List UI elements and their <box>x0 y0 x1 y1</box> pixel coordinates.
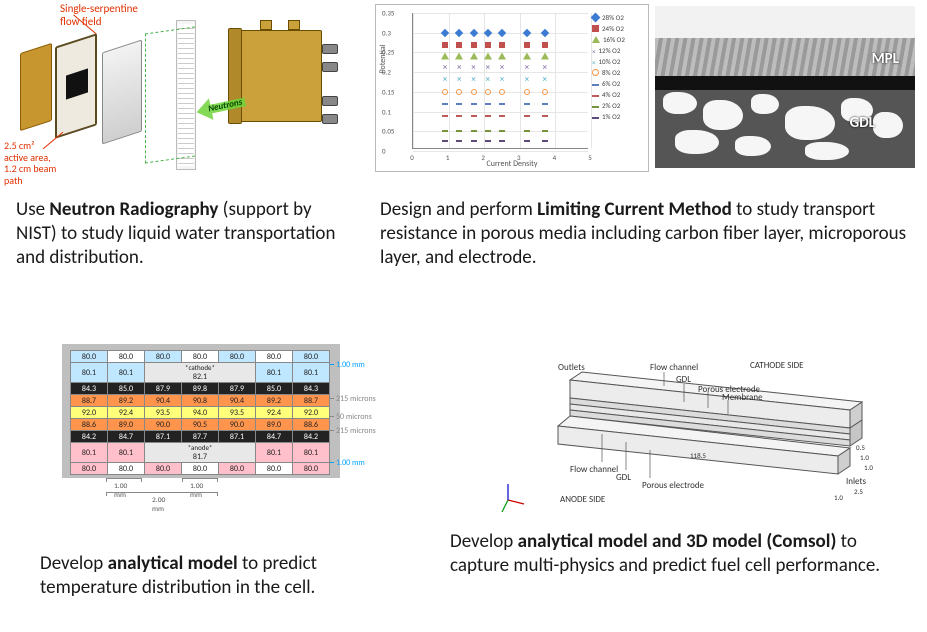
plate-silver <box>102 40 142 145</box>
q2-caption-bold: Limiting Current Method <box>537 198 732 221</box>
sem-blob <box>703 100 743 130</box>
sem-gdl-label: GDL <box>850 114 875 132</box>
active-area-label: 2.5 cm² active area, 1.2 cm beam path <box>4 140 56 186</box>
q4-caption-pre: Develop <box>450 530 518 553</box>
sem-micrograph: MPL GDL <box>655 6 915 168</box>
isometric-svg: Outlets CATHODE SIDE Flow channel GDL Po… <box>450 350 890 522</box>
bottom-dimensions: 1.00mm1.00mm2.00mm <box>70 478 330 508</box>
flow-field-label: Single-serpentine flow field <box>60 2 138 28</box>
lbl-flow-channel-top: Flow channel <box>650 362 698 373</box>
top-port-1 <box>260 20 272 30</box>
q3-caption-bold: analytical model <box>108 552 238 575</box>
dim-10b: 1.0 <box>864 463 873 472</box>
dim-25: 2.5 <box>854 487 863 496</box>
chart-plot-area: ×××××××××××××× <box>412 13 588 149</box>
lbl-outlets: Outlets <box>558 362 585 373</box>
top-port-2 <box>288 20 300 30</box>
thermal-table: 80.080.080.080.080.080.080.080.180.1*cat… <box>70 350 330 475</box>
sem-blob <box>873 112 903 138</box>
lbl-gdl-bot: GDL <box>616 472 631 483</box>
q1-illustration: Single-serpentine flow field 2.5 cm² act… <box>0 0 360 190</box>
sem-blob <box>785 106 835 140</box>
dim-10a: 1.0 <box>860 453 869 462</box>
lbl-cathode-side: CATHODE SIDE <box>750 360 804 371</box>
port-1 <box>322 44 338 54</box>
q2-illustration: Potential Current Density ××××××××××××××… <box>370 0 925 190</box>
lbl-anode-side: ANODE SIDE <box>560 494 606 505</box>
dim-1185: 118.5 <box>690 451 706 460</box>
sem-blob <box>805 142 849 160</box>
port-4 <box>322 114 338 124</box>
q2-caption-pre: Design and perform <box>380 198 537 221</box>
sem-blob <box>663 92 697 114</box>
panel-limiting-current: Potential Current Density ××××××××××××××… <box>370 0 927 330</box>
manifold-block <box>230 30 322 122</box>
q3-illustration: 80.080.080.080.080.080.080.080.180.1*cat… <box>70 350 400 510</box>
lbl-inlets: Inlets <box>846 476 867 487</box>
q4-illustration: Outlets CATHODE SIDE Flow channel GDL Po… <box>450 350 890 522</box>
projection-guides <box>145 26 195 163</box>
q3-caption: Develop analytical model to predict temp… <box>40 552 370 600</box>
dim-10c: 1.0 <box>834 493 843 502</box>
q1-caption-bold: Neutron Radiography <box>49 198 218 221</box>
q1-caption-pre: Use <box>16 198 49 221</box>
scatter-chart: Potential Current Density ××××××××××××××… <box>375 4 649 172</box>
plate-gold-left <box>20 43 52 131</box>
chart-legend: 28% O224% O216% O2×12% O2×10% O28% O26% … <box>592 13 644 123</box>
q4-caption-bold: analytical model and 3D model (Comsol) <box>518 530 837 553</box>
port-3 <box>322 96 338 106</box>
dim-05: 0.5 <box>856 443 865 452</box>
lbl-flow-channel-bot: Flow channel <box>570 464 618 475</box>
sem-blob <box>751 94 779 114</box>
panel-neutron-radiography: Single-serpentine flow field 2.5 cm² act… <box>0 0 370 330</box>
sem-blob <box>735 136 771 156</box>
port-2 <box>322 62 338 72</box>
chart-xlabel: Current Density <box>376 159 648 169</box>
lbl-gdl-top: GDL <box>676 374 691 385</box>
lbl-porous-bot: Porous electrode <box>642 480 705 491</box>
panel-3d-model: Outlets CATHODE SIDE Flow channel GDL Po… <box>450 350 920 632</box>
sem-mpl-label: MPL <box>872 50 899 68</box>
sem-blob <box>675 130 719 154</box>
lbl-membrane: Membrane <box>722 392 763 403</box>
q3-caption-pre: Develop <box>40 552 108 575</box>
q1-caption: Use Neutron Radiography (support by NIST… <box>16 198 346 269</box>
panel-thermal-model: 80.080.080.080.080.080.080.080.180.1*cat… <box>40 350 440 632</box>
q2-caption: Design and perform Limiting Current Meth… <box>380 198 920 269</box>
sem-dark-band <box>655 76 915 90</box>
q4-caption: Develop analytical model and 3D model (C… <box>450 530 910 578</box>
